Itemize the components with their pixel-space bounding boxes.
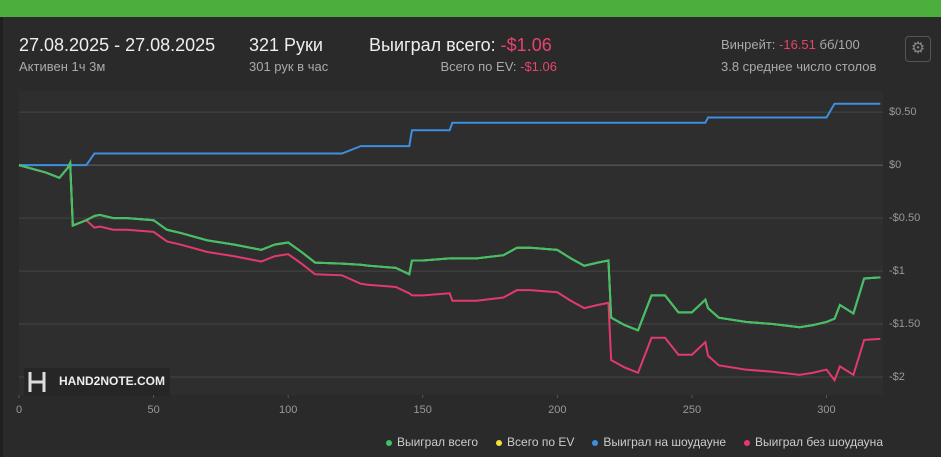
legend-item[interactable]: Выиграл всего (385, 435, 479, 449)
hands-per-hour: 301 рук в час (249, 59, 329, 74)
top-bar (0, 0, 941, 17)
x-tick-label: 300 (817, 404, 835, 416)
watermark: HAND2NOTE.COM (59, 374, 165, 388)
y-tick-label: $0 (889, 159, 901, 171)
legend-dot (385, 439, 392, 446)
y-tick-label: -$1 (889, 265, 905, 277)
x-tick-label: 150 (414, 404, 432, 416)
ev-label: Всего по EV: (440, 59, 517, 74)
winrate: Винрейт: -16.51 бб/100 (721, 37, 860, 52)
legend-label: Выиграл на шоудауне (603, 435, 726, 449)
legend-label: Выиграл всего (396, 435, 479, 449)
x-tick-label: 100 (279, 404, 297, 416)
legend-dot (744, 439, 750, 446)
x-tick-label: 50 (147, 404, 159, 416)
ev-value: -$1.06 (520, 59, 557, 74)
legend-label: Выиграл без шоудауна (755, 435, 883, 449)
legend-item[interactable]: Выиграл на шоудауне (592, 435, 726, 449)
legend-dot (592, 439, 599, 446)
watermark-box (24, 368, 170, 396)
legend-label: Всего по EV (507, 435, 575, 449)
active-time: Активен 1ч 3м (19, 59, 106, 74)
winrate-unit: бб/100 (819, 37, 860, 52)
y-tick-label: -$1.50 (889, 318, 920, 330)
x-tick-label: 200 (548, 404, 566, 416)
x-tick-label: 250 (683, 404, 701, 416)
winrate-label: Винрейт: (721, 37, 776, 52)
legend-item[interactable]: Выиграл без шоудауна (744, 435, 883, 449)
plot-area (19, 91, 883, 395)
won-total: Выиграл всего: -$1.06 (369, 35, 552, 56)
tables: 3.8 среднее число столов (721, 59, 877, 74)
y-tick-label: -$0.50 (889, 212, 920, 224)
legend-dot (496, 439, 503, 446)
settings-button[interactable]: ⚙ (905, 36, 931, 62)
series-line (19, 102, 881, 167)
winrate-value: -16.51 (779, 37, 816, 52)
won-label: Выиграл всего: (369, 35, 496, 55)
watermark-logo (28, 372, 46, 392)
series-line (18, 159, 881, 332)
y-tick-label: $0.50 (889, 106, 917, 118)
legend: Выиграл всего Всего по EV Выиграл на шоуда… (0, 435, 883, 449)
y-tick-label: -$2 (889, 371, 905, 383)
won-value: -$1.06 (500, 35, 552, 55)
x-tick-label: 0 (16, 404, 22, 416)
date-range: 27.08.2025 - 27.08.2025 (19, 35, 216, 55)
ev-total: Всего по EV: -$1.06 (440, 59, 557, 74)
legend-item[interactable]: Всего по EV (496, 435, 574, 449)
series-line (18, 159, 881, 383)
hands: 321 Руки (249, 35, 323, 55)
